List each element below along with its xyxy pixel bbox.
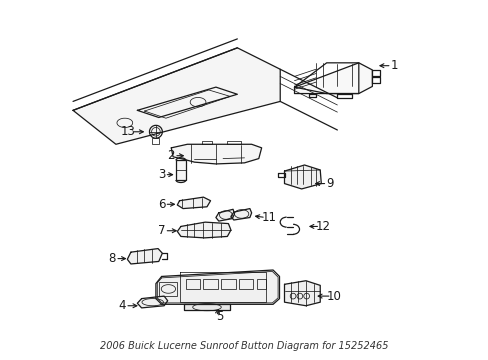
Text: 2006 Buick Lucerne Sunroof Button Diagram for 15252465: 2006 Buick Lucerne Sunroof Button Diagra…: [100, 342, 388, 351]
Text: 8: 8: [108, 252, 116, 265]
Text: 12: 12: [315, 220, 330, 233]
Bar: [221, 279, 235, 289]
Polygon shape: [230, 208, 251, 220]
Polygon shape: [177, 222, 230, 238]
Polygon shape: [73, 48, 280, 144]
Polygon shape: [156, 270, 279, 304]
Bar: [159, 282, 177, 296]
Polygon shape: [137, 296, 167, 308]
Text: 13: 13: [121, 125, 136, 138]
Polygon shape: [127, 249, 162, 264]
Bar: [152, 138, 159, 144]
Text: 3: 3: [158, 168, 165, 181]
Polygon shape: [183, 304, 230, 310]
Text: 6: 6: [158, 198, 165, 211]
Text: 11: 11: [261, 211, 276, 224]
Bar: [185, 279, 200, 289]
Polygon shape: [294, 63, 372, 94]
Bar: [239, 279, 253, 289]
Polygon shape: [216, 209, 234, 221]
Text: 2: 2: [167, 149, 175, 162]
Polygon shape: [284, 281, 320, 306]
Bar: [257, 279, 265, 289]
Text: 10: 10: [326, 289, 341, 303]
Bar: [203, 279, 217, 289]
Text: 9: 9: [326, 177, 333, 190]
Text: 4: 4: [118, 299, 126, 312]
Polygon shape: [284, 165, 321, 189]
Polygon shape: [177, 197, 210, 208]
Text: 7: 7: [158, 224, 165, 237]
Text: 1: 1: [390, 59, 397, 72]
Bar: [176, 160, 185, 180]
Polygon shape: [171, 144, 261, 164]
Text: 5: 5: [215, 310, 223, 323]
